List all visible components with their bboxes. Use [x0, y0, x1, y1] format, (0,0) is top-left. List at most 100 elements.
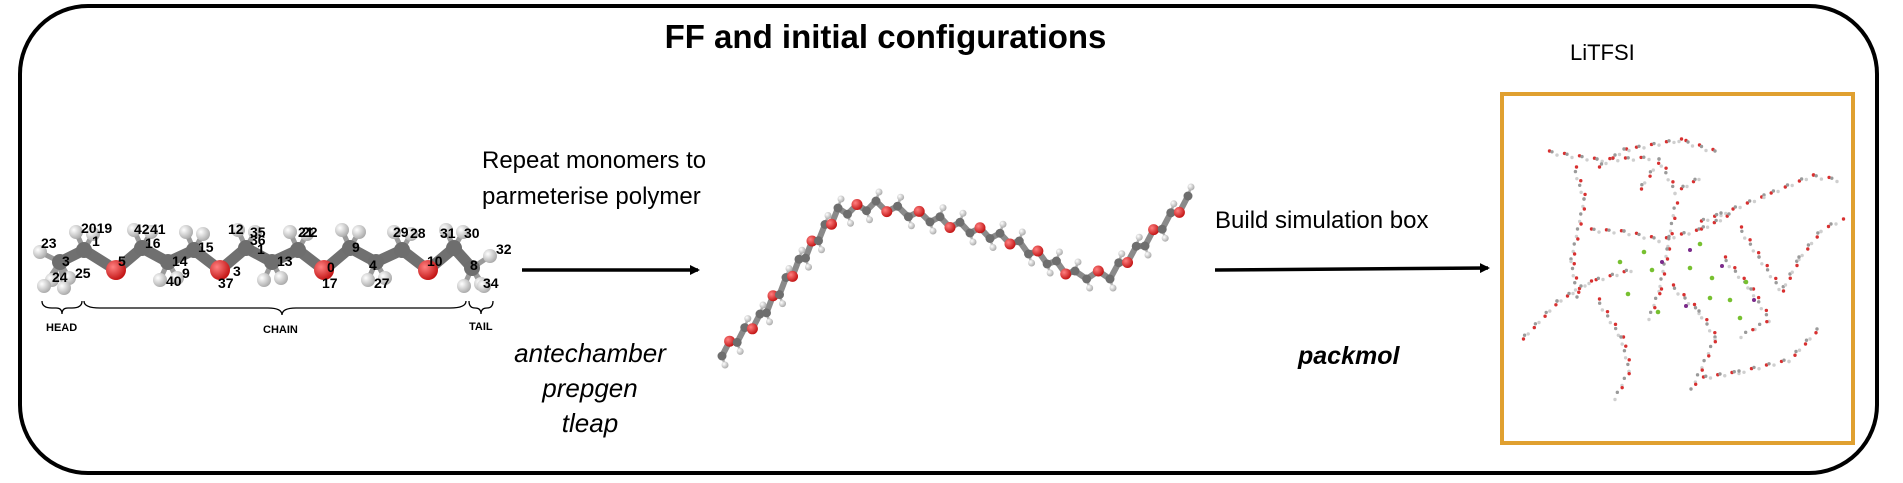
- carbon-atom: [965, 228, 975, 238]
- box-atom: [1582, 197, 1586, 201]
- box-atom: [1809, 241, 1814, 246]
- box-atom: [1749, 287, 1753, 291]
- box-atom: [1668, 229, 1673, 233]
- box-atom: [1667, 247, 1672, 251]
- box-atom: [1579, 222, 1583, 226]
- box-atom: [1681, 184, 1685, 189]
- hydrogen-atom: [1144, 251, 1152, 259]
- carbon-atom: [732, 337, 742, 347]
- box-atom: [1700, 368, 1704, 372]
- box-atom: [1827, 175, 1831, 180]
- box-atom: [1682, 231, 1686, 235]
- oxygen-atom: [1004, 238, 1016, 250]
- box-atom: [1697, 309, 1701, 313]
- atom-number: 0: [327, 259, 335, 275]
- atom-number: 1: [257, 241, 265, 257]
- box-atom: [1623, 356, 1628, 360]
- box-atom: [1815, 235, 1819, 239]
- box-atom: [1803, 342, 1808, 346]
- carbon-atom: [368, 254, 384, 270]
- atom-number: 8: [470, 257, 478, 273]
- atom-number: 17: [322, 275, 338, 291]
- fluorine-atom: [1649, 267, 1655, 273]
- carbon-atom: [1042, 259, 1052, 269]
- atom-number: 3: [233, 263, 241, 279]
- hydrogen-atom: [248, 225, 262, 239]
- box-atom: [1819, 177, 1824, 181]
- oxygen-atom: [913, 205, 925, 217]
- box-atom: [1577, 219, 1582, 224]
- box-atom: [1657, 239, 1661, 244]
- box-atom: [1693, 177, 1697, 182]
- carbon-atom: [264, 254, 280, 270]
- hydrogen-atom: [1018, 228, 1026, 236]
- hydrogen-atom: [335, 223, 349, 237]
- carbon-atom: [1140, 241, 1150, 251]
- atom-number: 42: [134, 221, 150, 237]
- box-atom: [1640, 183, 1644, 187]
- box-atom: [1605, 309, 1610, 314]
- box-atom: [1665, 247, 1669, 251]
- box-atom: [1572, 252, 1577, 256]
- carbon-atom: [238, 240, 254, 256]
- box-atom: [1616, 333, 1621, 337]
- hydrogen-atom: [457, 279, 471, 293]
- carbon-atom: [134, 240, 150, 256]
- oxygen-atom: [974, 222, 986, 234]
- tail-bracket: [468, 300, 494, 315]
- box-atom: [1830, 176, 1834, 180]
- hydrogen-atom: [1028, 259, 1036, 267]
- box-atom: [1756, 295, 1761, 300]
- box-atom: [1626, 362, 1630, 367]
- chain-label: CHAIN: [263, 324, 298, 336]
- hydrogen-atom: [283, 225, 297, 239]
- box-atom: [1629, 269, 1633, 274]
- oxygen-atom: [851, 199, 863, 210]
- carbon-atom: [160, 254, 176, 270]
- box-atom: [1713, 340, 1718, 344]
- box-atom: [1697, 311, 1701, 316]
- box-atom: [1622, 147, 1626, 151]
- oxygen-atom: [106, 260, 126, 280]
- box-atom: [1642, 236, 1646, 240]
- carbon-atom: [1114, 258, 1124, 268]
- box-atom: [1701, 217, 1706, 222]
- box-step-label: Build simulation box: [1215, 207, 1429, 234]
- box-atom: [1544, 310, 1548, 315]
- box-atom: [1788, 276, 1792, 280]
- box-atom: [1664, 171, 1668, 175]
- tool-prepgen: prepgen: [542, 373, 638, 403]
- oxygen-atom: [1122, 257, 1133, 268]
- box-atom: [1762, 193, 1766, 197]
- box-atom: [1671, 180, 1675, 184]
- lithium-ion: [1688, 248, 1692, 252]
- carbon-atom: [955, 217, 965, 227]
- box-atom: [1835, 179, 1839, 184]
- box-atom: [1800, 253, 1804, 258]
- hydrogen-atom: [959, 209, 967, 217]
- carbon-atom: [995, 228, 1005, 238]
- carbon-atom: [1024, 249, 1034, 259]
- carbon-atom: [893, 201, 903, 211]
- box-atom: [1695, 373, 1700, 377]
- box-atom: [1797, 179, 1802, 183]
- hydrogen-atom: [1170, 200, 1178, 208]
- box-atom: [1580, 154, 1584, 159]
- box-atom: [1806, 247, 1810, 251]
- carbon-atom: [52, 254, 68, 270]
- atom-number: 28: [410, 225, 426, 241]
- polymer-chain: [717, 183, 1195, 369]
- box-atom: [1747, 199, 1752, 203]
- box-atom: [1652, 236, 1656, 240]
- box-atom: [1841, 217, 1846, 221]
- box-atom: [1677, 139, 1681, 144]
- oxygen-atom: [1032, 245, 1044, 257]
- carbon-atom: [1082, 274, 1092, 284]
- box-atom: [1672, 286, 1677, 290]
- box-atom: [1597, 297, 1602, 301]
- box-atom: [1569, 259, 1573, 264]
- segment-brackets: HEAD CHAIN TAIL: [41, 300, 494, 336]
- box-atom: [1604, 228, 1609, 232]
- head-bracket: [41, 300, 83, 315]
